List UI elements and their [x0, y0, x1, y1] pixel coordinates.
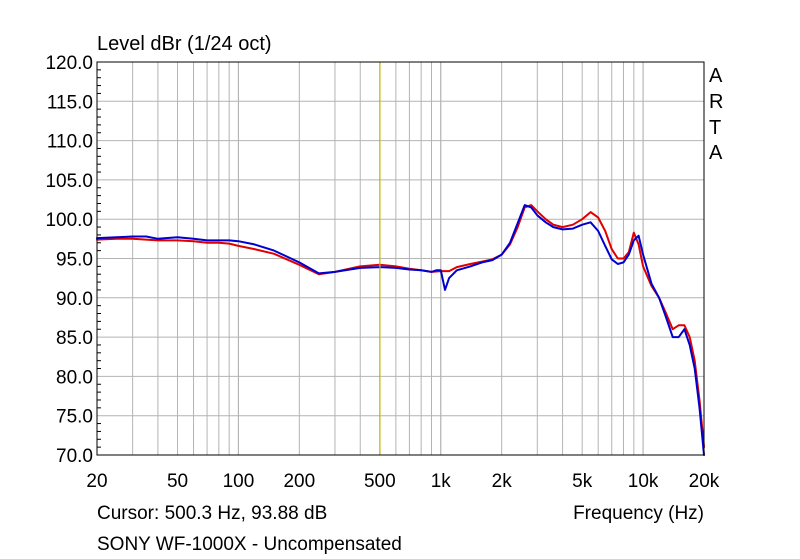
y-tick-label: 105.0 [45, 171, 93, 192]
y-tick-label: 90.0 [56, 289, 93, 310]
chart-title: Level dBr (1/24 oct) [97, 33, 272, 55]
logo-letter: A [709, 65, 723, 87]
y-tick-label: 110.0 [47, 132, 93, 153]
series-lines [96, 204, 705, 456]
cursor-readout: Cursor: 500.3 Hz, 93.88 dB [97, 503, 327, 524]
x-tick-label: 10k [628, 471, 659, 492]
y-tick-label: 70.0 [56, 446, 93, 467]
x-tick-label: 50 [167, 471, 188, 492]
x-tick-label: 200 [283, 471, 315, 492]
x-tick-label: 500 [364, 471, 396, 492]
y-tick-label: 100.0 [45, 210, 93, 231]
y-tick-label: 115.0 [47, 92, 93, 113]
y-tick-label: 120.0 [45, 53, 93, 74]
series-line-2 [96, 204, 705, 456]
x-tick-label: 2k [492, 471, 513, 492]
x-axis-label: Frequency (Hz) [573, 503, 704, 524]
y-tick-labels: 70.0 75.0 80.0 85.0 90.0 95.0 100.0 105.0 110.0 1… [45, 53, 93, 467]
grid-lines [97, 62, 704, 455]
series-line-1 [96, 204, 705, 449]
plot-frame [96, 61, 705, 456]
y-tick-label: 80.0 [56, 367, 93, 388]
x-tick-label: 20k [689, 471, 720, 492]
x-tick-label: 5k [572, 471, 593, 492]
x-tick-label: 20 [86, 471, 107, 492]
x-tick-label: 1k [431, 471, 452, 492]
logo-letter: T [709, 117, 721, 139]
y-tick-label: 75.0 [56, 407, 93, 428]
y-tick-label: 85.0 [56, 328, 93, 349]
y-tick-label: 95.0 [56, 250, 93, 271]
arta-logo: A R T A [709, 65, 723, 164]
logo-letter: R [709, 91, 723, 113]
measurement-caption: SONY WF-1000X - Uncompensated [97, 534, 402, 555]
x-tick-label: 100 [223, 471, 255, 492]
x-tick-labels: 20 50 100 200 500 1k 2k 5k 10k 20k [86, 471, 719, 492]
logo-letter: A [709, 142, 723, 164]
